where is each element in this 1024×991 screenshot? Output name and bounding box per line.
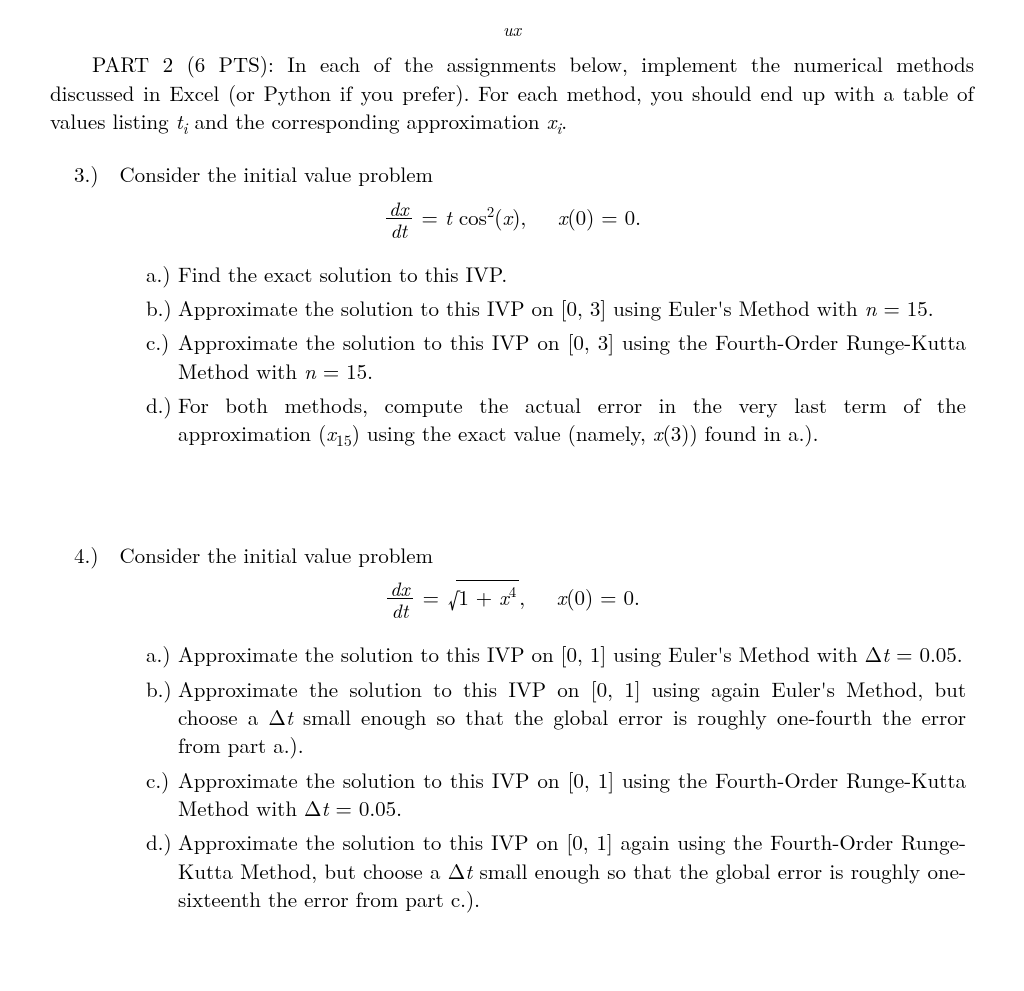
p3-a-label: a.) bbox=[146, 260, 178, 288]
intro-paragraph: PART 2 (6 PTS): In each of the assignmen… bbox=[50, 50, 974, 138]
intro-period: . bbox=[561, 106, 567, 136]
problem-3-subparts: a.) Find the exact solution to this IVP.… bbox=[146, 260, 966, 451]
p3-d-sub15: 15 bbox=[336, 429, 352, 452]
p3-b-label: b.) bbox=[146, 294, 178, 322]
p3-a: a.) Find the exact solution to this IVP. bbox=[146, 260, 966, 288]
p3-a-text: Find the exact solution to this IVP. bbox=[178, 260, 966, 288]
sqrt: √1 + x4 bbox=[446, 582, 519, 614]
eq-sign: = bbox=[415, 202, 445, 232]
var-x: x bbox=[547, 106, 557, 136]
p3-c-n: n bbox=[304, 356, 316, 386]
ic-x: x bbox=[558, 202, 568, 232]
p4-c-t1: Approximate the solution to this IVP on … bbox=[178, 765, 966, 823]
p3-d-x2: x bbox=[653, 418, 663, 448]
p4-a-text: Approximate the solution to this IVP on … bbox=[178, 640, 966, 668]
ic-rest-4: (0) = 0. bbox=[566, 582, 640, 612]
problem-4-text: Consider the initial value problem bbox=[120, 540, 434, 570]
frac-dx-dt: dx dt bbox=[386, 197, 412, 240]
p3-d-text: For both methods, compute the actual err… bbox=[178, 391, 966, 451]
p4-b: b.) Approximate the solution to this IVP… bbox=[146, 675, 966, 760]
problem-3-equation: dx dt = t cos2(x), x(0) = 0. bbox=[50, 199, 974, 242]
rhs-cos: cos bbox=[452, 202, 487, 232]
p3-d: d.) For both methods, compute the actual… bbox=[146, 391, 966, 451]
p4-d: d.) Approximate the solution to this IVP… bbox=[146, 828, 966, 913]
p4-b-text: Approximate the solution to this IVP on … bbox=[178, 675, 966, 760]
var-t: t bbox=[176, 106, 183, 136]
frac-den: dt bbox=[386, 219, 412, 240]
header-glyph: ux bbox=[50, 18, 974, 42]
p4-c-label: c.) bbox=[146, 766, 178, 823]
frac-dx-dt-4: dx dt bbox=[387, 577, 413, 620]
p3-c-t1: Approximate the solution to this IVP on … bbox=[178, 327, 966, 385]
p4-a: a.) Approximate the solution to this IVP… bbox=[146, 640, 966, 668]
p3-d-t3: (3)) found in a.). bbox=[663, 418, 819, 448]
part-label: PART 2 (6 PTS): bbox=[92, 49, 274, 79]
p3-c-text: Approximate the solution to this IVP on … bbox=[178, 328, 966, 385]
rad-x: x bbox=[499, 582, 509, 612]
p3-d-label: d.) bbox=[146, 391, 178, 451]
p4-c-t2: = 0.05. bbox=[329, 793, 403, 823]
eq-sign-4: = bbox=[416, 582, 446, 612]
p4-d-label: d.) bbox=[146, 828, 178, 913]
page: ux PART 2 (6 PTS): In each of the assign… bbox=[0, 0, 1024, 913]
p3-d-x1: x bbox=[326, 418, 336, 448]
p3-c-label: c.) bbox=[146, 328, 178, 385]
intro-text-2: and the corresponding approximation bbox=[187, 106, 546, 136]
rhs-close: ), bbox=[512, 202, 558, 232]
frac-den-4: dt bbox=[387, 599, 413, 620]
problem-3-head: 3.) Consider the initial value problem bbox=[74, 160, 974, 188]
radicand: 1 + x4 bbox=[456, 580, 519, 612]
problem-4-equation: dx dt = √1 + x4, x(0) = 0. bbox=[50, 579, 974, 622]
problem-3: 3.) Consider the initial value problem d… bbox=[50, 160, 974, 451]
p4-c: c.) Approximate the solution to this IVP… bbox=[146, 766, 966, 823]
p3-c: c.) Approximate the solution to this IVP… bbox=[146, 328, 966, 385]
p3-b: b.) Approximate the solution to this IVP… bbox=[146, 294, 966, 322]
p3-b-n: n bbox=[865, 293, 877, 323]
ic-x-4: x bbox=[557, 582, 567, 612]
rad-1: 1 + bbox=[458, 582, 499, 612]
p3-c-t2: = 15. bbox=[316, 356, 373, 386]
p3-d-t2: ) using the exact value (namely, bbox=[352, 418, 653, 448]
rhs-x: x bbox=[502, 202, 512, 232]
problem-4-head: 4.) Consider the initial value problem bbox=[74, 541, 974, 569]
p4-a-label: a.) bbox=[146, 640, 178, 668]
rad-sup: 4 bbox=[509, 581, 516, 602]
problem-3-label: 3.) bbox=[74, 159, 120, 189]
p4-c-text: Approximate the solution to this IVP on … bbox=[178, 766, 966, 823]
p4-b-label: b.) bbox=[146, 675, 178, 760]
rhs-t: t bbox=[445, 202, 452, 232]
p4-a-t1: Approximate the solution to this IVP on … bbox=[178, 639, 882, 669]
p4-b-t: t bbox=[286, 702, 293, 732]
p4-c-t: t bbox=[322, 793, 329, 823]
p4-d-text: Approximate the solution to this IVP on … bbox=[178, 828, 966, 913]
p3-b-text: Approximate the solution to this IVP on … bbox=[178, 294, 966, 322]
ic-rest: (0) = 0. bbox=[567, 202, 641, 232]
problem-3-text: Consider the initial value problem bbox=[120, 159, 434, 189]
p4-a-t2: = 0.05. bbox=[889, 639, 963, 669]
comma-4: , bbox=[519, 582, 556, 612]
problem-4-subparts: a.) Approximate the solution to this IVP… bbox=[146, 640, 966, 913]
p3-b-t1: Approximate the solution to this IVP on … bbox=[178, 293, 865, 323]
p4-b-t2: small enough so that the global error is… bbox=[178, 702, 966, 760]
problem-4-label: 4.) bbox=[74, 540, 120, 570]
problem-4: 4.) Consider the initial value problem d… bbox=[50, 541, 974, 913]
p3-b-t2: = 15. bbox=[876, 293, 933, 323]
